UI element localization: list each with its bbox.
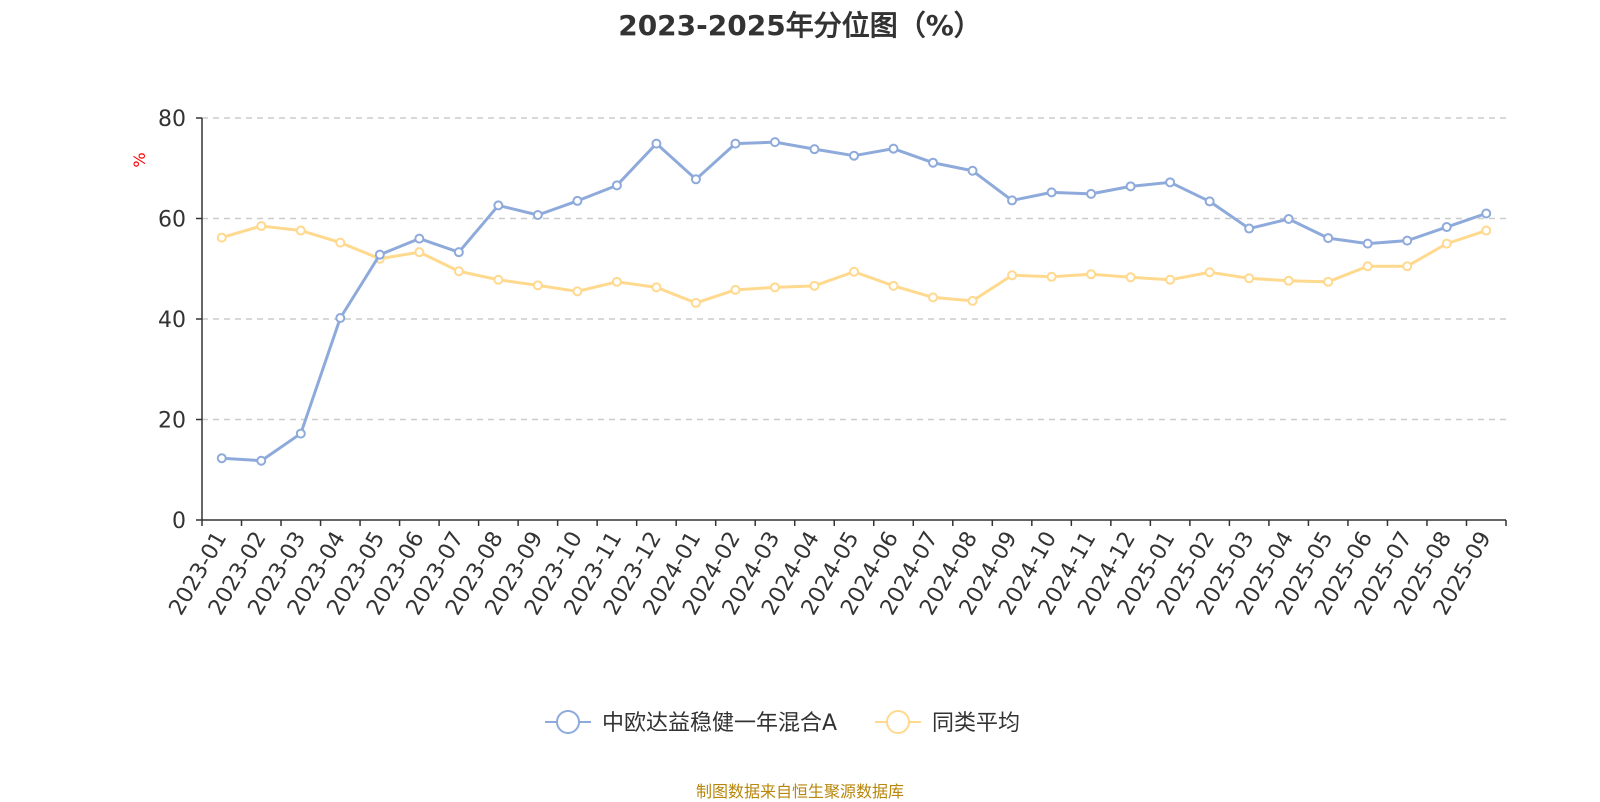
legend-item-1[interactable]: 中欧达益稳健一年混合A	[545, 710, 837, 736]
data-point	[1441, 238, 1452, 249]
data-point	[651, 282, 662, 293]
data-point	[1481, 208, 1492, 219]
data-point	[651, 138, 662, 149]
data-point	[216, 453, 227, 464]
data-point	[611, 276, 622, 287]
data-point	[256, 221, 267, 232]
data-point	[1165, 177, 1176, 188]
series-line	[221, 224, 1487, 305]
data-point	[374, 249, 385, 260]
data-point	[849, 266, 859, 277]
y-tick-label: 60	[158, 208, 186, 233]
series-1	[216, 137, 1492, 466]
data-point	[1402, 235, 1413, 246]
data-point	[888, 143, 899, 154]
data-point	[295, 428, 306, 439]
legend-label: 中欧达益稳健一年混合A	[602, 711, 837, 736]
data-point	[1362, 261, 1373, 272]
source-note: 制图数据来自恒生聚源数据库	[695, 782, 904, 801]
data-point	[1323, 276, 1334, 287]
data-point	[1165, 274, 1176, 285]
data-point	[532, 209, 543, 220]
data-point	[1244, 273, 1255, 284]
data-point	[1362, 238, 1373, 249]
data-point	[493, 200, 504, 211]
data-point	[888, 280, 899, 291]
data-point	[1402, 261, 1413, 272]
y-tick-label: 20	[158, 409, 186, 434]
data-point	[1481, 225, 1492, 236]
data-point	[690, 297, 701, 308]
data-point	[1086, 269, 1097, 280]
data-point	[1007, 270, 1018, 281]
data-point	[335, 237, 346, 248]
legend-marker	[556, 710, 580, 734]
axes: 0204060802023-012023-022023-032023-04202…	[158, 107, 1507, 620]
data-point	[928, 157, 939, 168]
data-point	[1007, 195, 1018, 206]
data-point	[1046, 187, 1057, 198]
data-point	[572, 286, 583, 297]
data-point	[414, 233, 425, 244]
series-2	[216, 221, 1492, 308]
data-point	[453, 247, 464, 258]
legend[interactable]: 中欧达益稳健一年混合A 同类平均	[545, 710, 1020, 736]
chart-title: 2023-2025年分位图（%）	[618, 9, 982, 42]
y-tick-label: 80	[158, 107, 186, 132]
data-point	[1441, 222, 1452, 233]
y-tick-label: 0	[172, 509, 186, 534]
data-point	[928, 292, 939, 303]
data-point	[967, 295, 978, 306]
data-point	[1204, 196, 1215, 207]
data-point	[493, 274, 504, 285]
data-point	[849, 150, 859, 161]
data-point	[295, 225, 306, 236]
data-point	[414, 247, 425, 258]
data-point	[1125, 272, 1136, 283]
data-point	[967, 165, 978, 176]
y-tick-label: 40	[158, 308, 186, 333]
data-point	[1125, 181, 1136, 192]
data-point	[335, 312, 346, 323]
data-point	[1283, 214, 1294, 225]
data-point	[1086, 188, 1097, 199]
legend-label: 同类平均	[932, 711, 1020, 736]
data-point	[532, 280, 543, 291]
data-point	[1204, 267, 1215, 278]
data-point	[1244, 223, 1255, 234]
series-layer	[216, 137, 1492, 466]
data-point	[1323, 233, 1334, 244]
legend-item-2[interactable]: 同类平均	[875, 710, 1020, 736]
data-point	[453, 266, 464, 277]
series-line	[221, 140, 1487, 463]
data-point	[769, 137, 780, 148]
data-point	[1046, 271, 1057, 282]
data-point	[730, 138, 741, 149]
data-point	[730, 284, 741, 295]
data-point	[809, 280, 820, 291]
y-axis-label: %	[130, 152, 149, 167]
data-point	[809, 144, 820, 155]
grid-lines	[202, 117, 1506, 421]
legend-marker	[886, 710, 910, 734]
data-point	[690, 174, 701, 185]
data-point	[611, 180, 622, 191]
data-point	[572, 195, 583, 206]
data-point	[1283, 275, 1294, 286]
data-point	[216, 232, 227, 243]
data-point	[769, 282, 780, 293]
data-point	[256, 455, 267, 466]
